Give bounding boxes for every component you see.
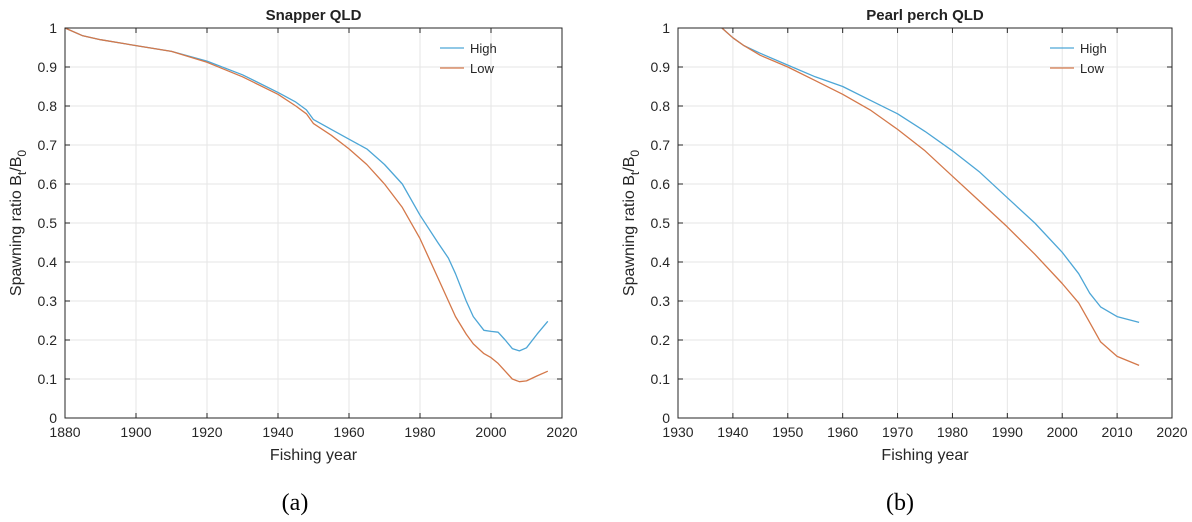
y-tick-label: 1 xyxy=(662,20,670,36)
series-line-low xyxy=(64,27,549,383)
legend-label-high: High xyxy=(1080,41,1107,56)
y-tick-label: 0.2 xyxy=(651,332,671,348)
y-tick-label: 0.1 xyxy=(38,371,58,387)
x-tick-label: 1960 xyxy=(333,424,364,440)
y-tick-label: 0.9 xyxy=(651,59,671,75)
y-tick-label: 0.4 xyxy=(651,254,671,270)
series-line-low xyxy=(721,27,1140,367)
chart-title: Pearl perch QLD xyxy=(866,7,984,24)
y-axis-label: Spawning ratio Bt/B0 xyxy=(8,150,29,296)
y-tick-label: 0.9 xyxy=(38,59,58,75)
legend: High Low xyxy=(440,41,497,76)
chart-panel-a: 0 0.1 0.2 0.3 0.4 0.5 0.6 0.7 0.8 0.9 1 1880 1900 192… xyxy=(8,7,578,516)
series-line-high xyxy=(721,27,1140,324)
y-tick-label: 0.8 xyxy=(38,98,58,114)
x-tick-label: 2020 xyxy=(1156,424,1187,440)
legend-label-low: Low xyxy=(470,61,494,76)
y-tick-label: 0 xyxy=(662,410,670,426)
y-tick-label: 0 xyxy=(49,410,57,426)
y-tick-label: 0.3 xyxy=(651,293,671,309)
x-tick-label: 1880 xyxy=(49,424,80,440)
chart-title: Snapper QLD xyxy=(266,7,362,24)
y-tick-label: 0.5 xyxy=(651,215,671,231)
y-tick-label: 0.1 xyxy=(651,371,671,387)
y-tick-label: 0.4 xyxy=(38,254,58,270)
x-tick-label: 1940 xyxy=(717,424,748,440)
series-line-high xyxy=(64,27,549,352)
x-tick-label: 1940 xyxy=(262,424,293,440)
x-tick-label: 1900 xyxy=(120,424,151,440)
panel-caption: (a) xyxy=(282,490,309,516)
panel-caption: (b) xyxy=(886,490,914,516)
legend: High Low xyxy=(1050,41,1107,76)
y-tick-label: 0.5 xyxy=(38,215,58,231)
x-tick-label: 2010 xyxy=(1102,424,1133,440)
y-tick-label: 0.2 xyxy=(38,332,58,348)
chart-panel-b: 0 0.1 0.2 0.3 0.4 0.5 0.6 0.7 0.8 0.9 1 1930 1940 195… xyxy=(621,7,1188,516)
legend-label-low: Low xyxy=(1080,61,1104,76)
x-tick-label: 2000 xyxy=(1047,424,1078,440)
y-tick-label: 1 xyxy=(49,20,57,36)
x-tick-label: 1920 xyxy=(191,424,222,440)
x-tick-label: 2020 xyxy=(546,424,577,440)
y-tick-label: 0.7 xyxy=(651,137,671,153)
x-tick-label: 1980 xyxy=(937,424,968,440)
x-tick-label: 1930 xyxy=(662,424,693,440)
y-tick-label: 0.7 xyxy=(38,137,58,153)
x-axis-label: Fishing year xyxy=(270,447,358,464)
legend-label-high: High xyxy=(470,41,497,56)
x-tick-label: 1980 xyxy=(404,424,435,440)
x-tick-label: 1990 xyxy=(992,424,1023,440)
y-tick-label: 0.6 xyxy=(651,176,671,192)
y-tick-label: 0.8 xyxy=(651,98,671,114)
y-tick-label: 0.6 xyxy=(38,176,58,192)
x-tick-label: 1960 xyxy=(827,424,858,440)
x-tick-label: 2000 xyxy=(475,424,506,440)
x-axis-label: Fishing year xyxy=(881,447,969,464)
y-tick-label: 0.3 xyxy=(38,293,58,309)
y-axis-label: Spawning ratio Bt/B0 xyxy=(621,150,642,296)
x-tick-label: 1970 xyxy=(882,424,913,440)
x-tick-label: 1950 xyxy=(772,424,803,440)
